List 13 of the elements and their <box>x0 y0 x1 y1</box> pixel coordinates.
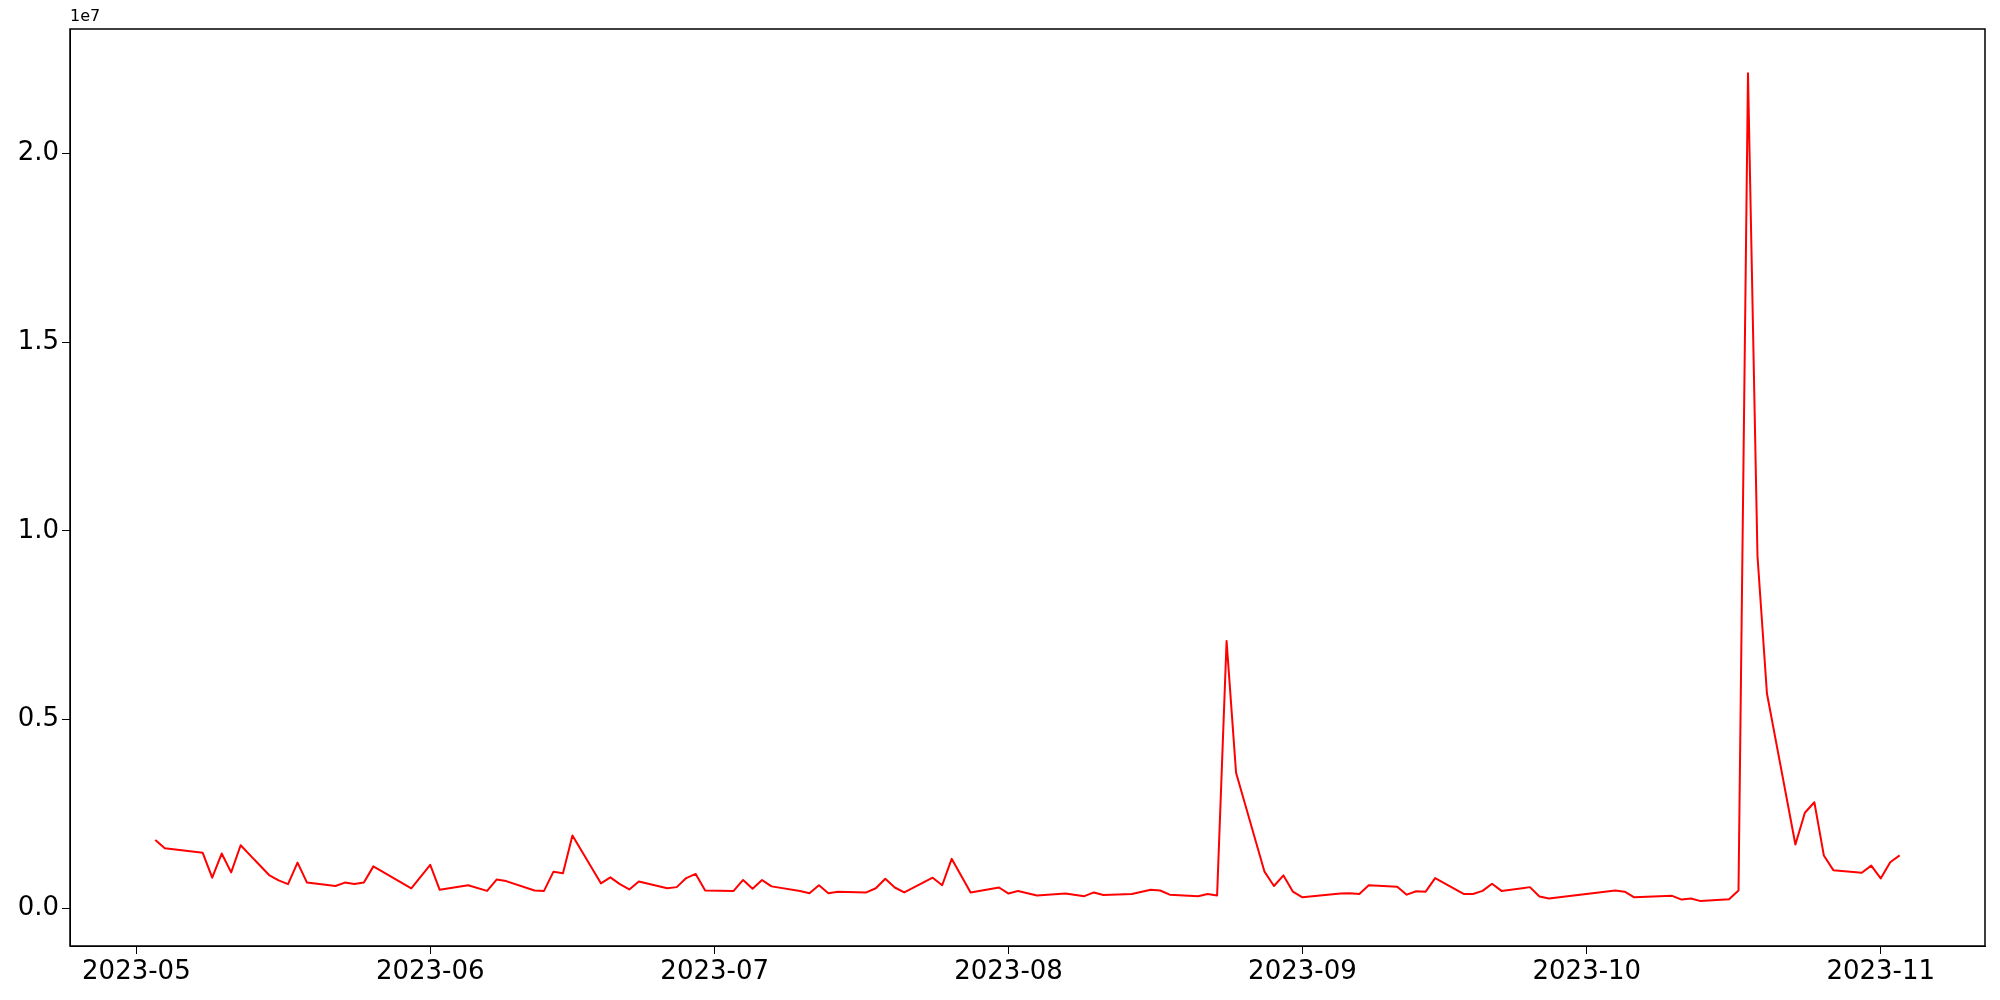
x-tick-label: 2023-11 <box>1826 955 1936 986</box>
x-tick-label: 2023-09 <box>1248 955 1357 986</box>
x-tick-label: 2023-07 <box>660 955 769 986</box>
x-tick-label: 2023-05 <box>82 955 191 986</box>
y-tick-label: 0.0 <box>17 891 59 922</box>
x-tick-label: 2023-06 <box>375 955 485 986</box>
x-tick-label: 2023-08 <box>954 955 1063 986</box>
y-tick-label: 0.5 <box>17 702 59 733</box>
y-tick-label: 1.5 <box>17 324 59 355</box>
y-tick-label: 2.0 <box>17 136 59 167</box>
x-tick-label: 2023-10 <box>1532 955 1642 986</box>
text: 1e7 <box>70 6 101 26</box>
y-tick-label: 1.0 <box>17 513 59 544</box>
